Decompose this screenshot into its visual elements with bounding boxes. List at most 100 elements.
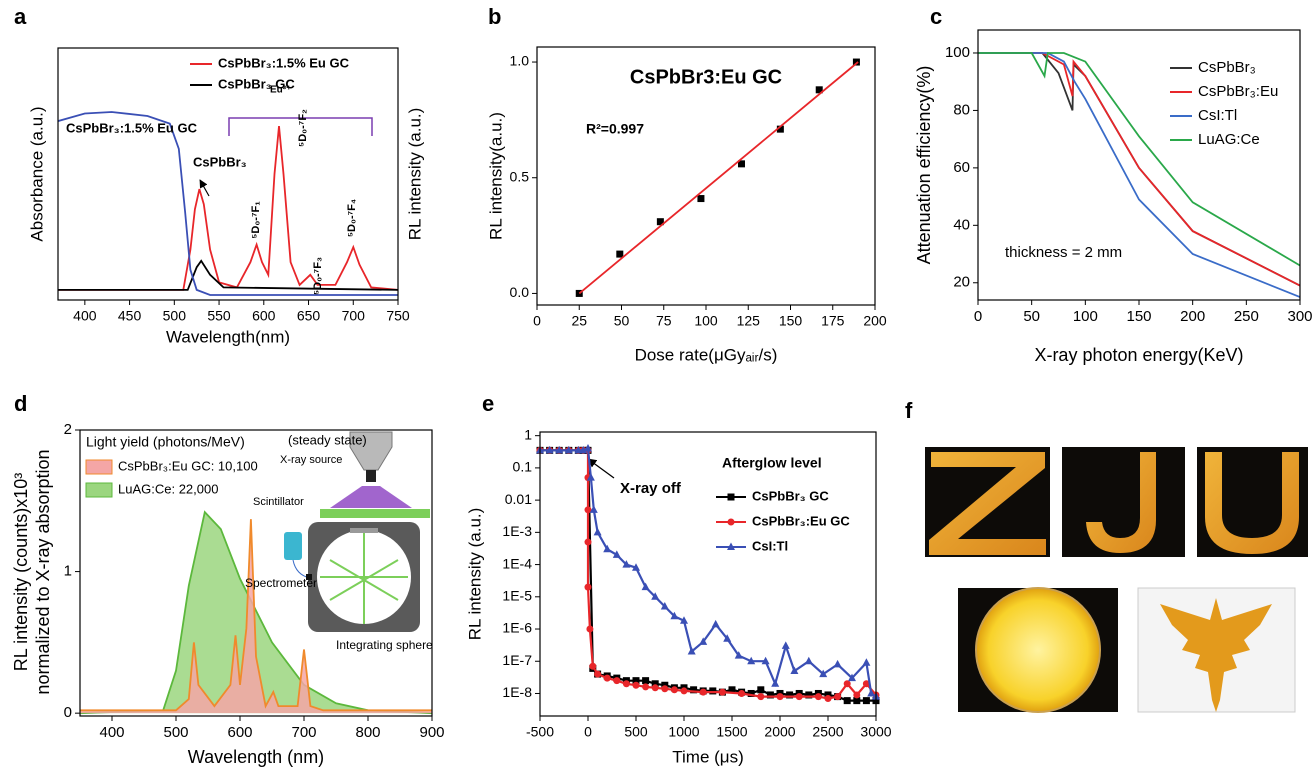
marker [862,658,871,666]
marker [771,679,780,687]
marker [612,550,621,558]
y-axis-label: normalized to X-ray absorption [33,449,53,694]
area [80,512,432,714]
x-tick-label: 600 [252,308,276,324]
x-tick-label: 150 [1126,308,1151,325]
marker [687,647,696,655]
marker [642,683,650,691]
photo-disk [958,587,1118,713]
annotation: ⁵D₀-⁷F₃ [312,257,324,295]
marker [589,662,597,670]
x-tick-label: 100 [694,313,718,329]
annotation: Scintillator [253,496,304,508]
x-tick-label: 25 [571,313,587,329]
x-tick-label: 50 [614,313,630,329]
y2-axis-label: RL intensity (a.u.) [405,108,424,241]
plot-frame [57,47,399,301]
x-tick-label: 500 [624,724,648,740]
marker [584,583,592,591]
marker [776,125,784,133]
x-tick-label: 150 [779,313,803,329]
marker [766,691,774,699]
x-tick-label: 100 [1073,308,1098,325]
legend-label: CsI:Tl [1198,107,1237,124]
marker [853,691,861,699]
x-tick-label: 750 [386,308,410,324]
marker [593,527,602,536]
annotation: (steady state) [288,432,367,447]
marker [586,625,594,633]
annotation: CsPbBr3:Eu GC [630,66,782,88]
legend-title: Light yield (photons/MeV) [86,434,245,450]
marker [727,542,735,550]
x-axis-label: Dose rate(μGyₐᵢᵣ/s) [635,345,778,364]
y-tick-label: 0.0 [510,284,530,300]
legend-title: Afterglow level [722,455,822,471]
annotation: ⁵D₀-⁷F₂ [297,109,309,147]
marker [843,697,851,705]
marker [589,505,598,513]
photo-z [925,447,1050,557]
annotation: Eu³⁺ [270,85,291,96]
marker [790,666,799,674]
marker [814,693,822,701]
marker [584,443,592,452]
marker [697,195,705,203]
y-tick-label: 1E-8 [502,684,532,700]
annotation: thickness = 2 mm [1005,244,1122,261]
marker [586,473,595,481]
marker [727,518,735,526]
marker [651,592,660,600]
x-tick-label: 175 [821,313,845,329]
marker [555,445,564,454]
marker [747,656,756,665]
line [978,52,1300,287]
x-tick-label: 650 [297,308,321,324]
marker [660,601,669,610]
marker [656,218,664,226]
legend-label: LuAG:Ce: 22,000 [118,481,218,496]
area-edge [80,519,432,712]
annotation: R²=0.997 [586,121,644,137]
transition-bracket [228,117,373,136]
marker [815,86,823,94]
photo-j [1062,447,1185,557]
marker [737,160,745,168]
line [978,52,1300,298]
setup-inset [284,431,430,632]
marker [584,506,592,514]
y-tick-label: 100 [945,44,970,61]
x-tick-label: 500 [163,308,187,324]
x-tick-label: 450 [118,308,142,324]
annotation: ⁵D₀-⁷F₁ [250,201,262,239]
annotation: ⁵D₀-⁷F₄ [346,199,358,237]
marker [833,659,842,668]
marker [584,538,592,546]
legend-label: CsPbBr₃:Eu [1198,83,1278,100]
x-tick-label: 0 [533,313,541,329]
x-tick-label: -500 [526,724,554,740]
y-axis-label: RL intensity (a.u.) [465,508,484,641]
marker [642,677,650,685]
marker [853,697,861,705]
marker [699,637,708,645]
marker [622,560,631,568]
marker [651,680,659,688]
marker [867,688,876,697]
x-axis-label: X-ray photon energy(KeV) [1034,345,1243,365]
x-tick-label: 1500 [716,724,747,740]
x-tick-label: 0 [974,308,982,325]
y-tick-label: 1.0 [510,53,530,69]
x-tick-label: 400 [73,308,97,324]
y-tick-label: 0.1 [513,459,533,475]
marker [761,656,770,665]
legend-label: CsI:Tl [752,538,788,553]
y-tick-label: 0 [64,704,72,721]
marker [711,619,720,628]
marker [690,686,698,694]
x-tick-label: 200 [863,313,887,329]
marker [641,582,650,591]
marker [699,688,707,696]
legend-label: CsPbBr₃ GC [218,76,295,91]
